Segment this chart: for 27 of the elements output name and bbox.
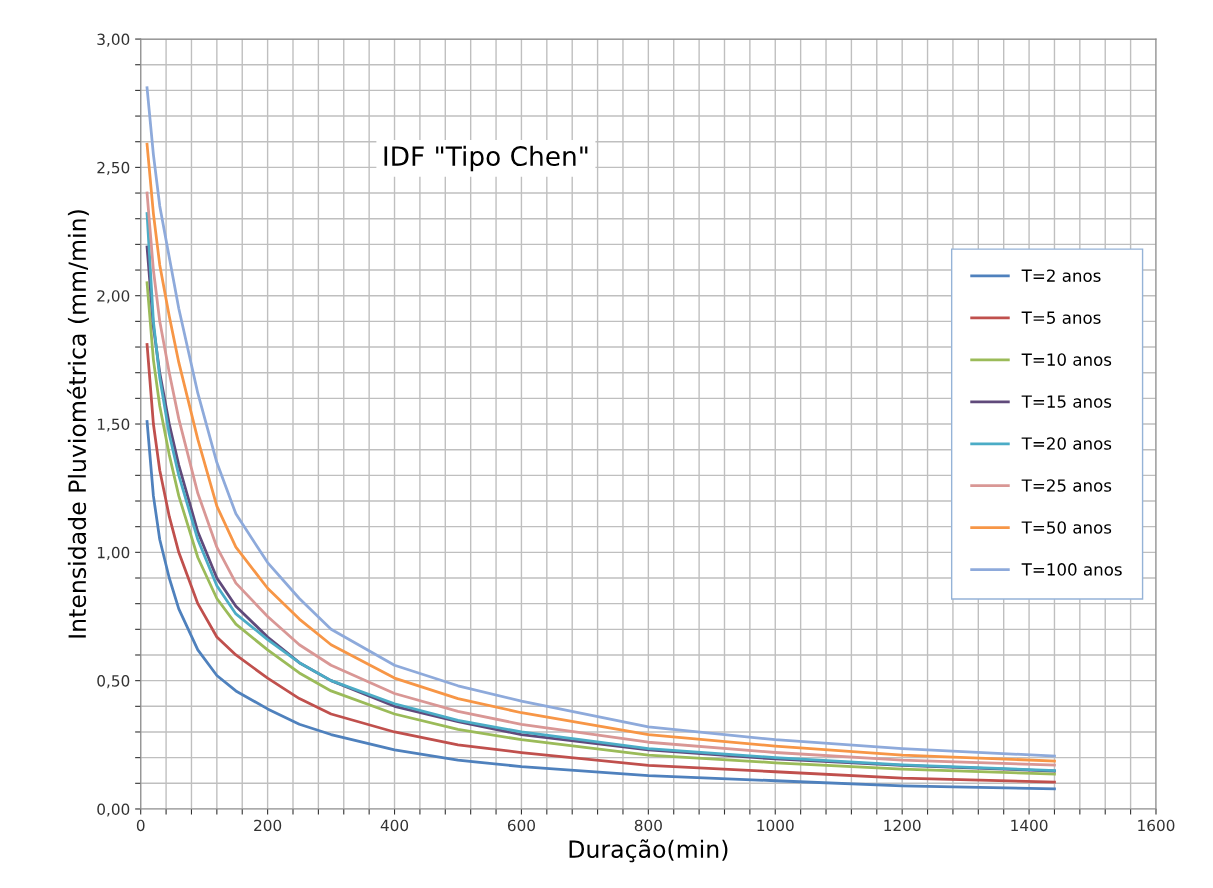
legend-label: T=2 anos [1021, 269, 1101, 282]
legend-label: T=20 anos [1021, 437, 1112, 450]
x-tick-label: 0 [136, 819, 145, 832]
y-tick-label: 1,50 [97, 418, 130, 432]
y-tick-label: 0,50 [97, 675, 130, 689]
x-axis-title: Duração(min) [569, 839, 728, 863]
legend-label: T=100 anos [1021, 563, 1122, 576]
y-tick-label: 2,50 [97, 161, 130, 175]
x-tick-label: 1000 [757, 819, 794, 832]
x-tick-label: 200 [254, 819, 282, 832]
y-tick-label: 2,00 [97, 290, 130, 304]
legend-label: T=5 anos [1021, 311, 1101, 324]
x-tick-label: 1600 [1138, 819, 1175, 832]
x-tick-label: 800 [634, 819, 662, 832]
y-tick-label: 1,00 [97, 546, 130, 560]
y-tick-label: 3,00 [97, 33, 130, 47]
x-tick-label: 400 [380, 819, 409, 832]
legend-label: T=50 anos [1021, 521, 1112, 534]
legend-label: T=10 anos [1021, 353, 1112, 366]
y-axis-title: Intensidade Pluviométrica (mm/min) [66, 210, 89, 638]
y-tick-label: 0,00 [97, 803, 130, 817]
x-tick-label: 1200 [884, 819, 921, 832]
text: IDF "Tipo Chen" [384, 145, 588, 172]
legend-label: T=25 anos [1021, 479, 1112, 492]
x-tick-label: 1400 [1011, 819, 1048, 832]
x-tick-label: 600 [507, 819, 535, 832]
legend-label: T=15 anos [1021, 395, 1112, 408]
